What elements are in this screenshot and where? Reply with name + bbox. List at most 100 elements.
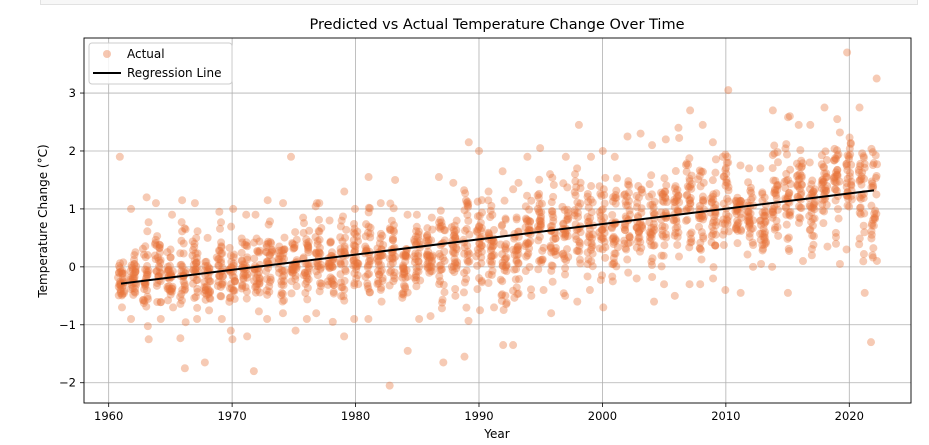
scatter-point — [784, 191, 793, 200]
scatter-point — [427, 236, 436, 245]
scatter-point — [682, 216, 691, 225]
scatter-point — [316, 279, 325, 288]
scatter-point — [797, 173, 806, 182]
scatter-point — [190, 239, 199, 248]
scatter-point — [834, 150, 843, 159]
scatter-point — [662, 233, 671, 242]
scatter-point — [657, 262, 666, 271]
scatter-point — [151, 238, 160, 247]
scatter-point — [487, 244, 496, 253]
scatter-point — [350, 314, 359, 323]
scatter-point — [731, 196, 740, 205]
scatter-point — [252, 234, 261, 243]
scatter-point — [217, 238, 226, 247]
scatter-point — [512, 213, 521, 222]
scatter-point — [164, 266, 173, 275]
scatter-point — [412, 227, 421, 236]
scatter-point — [867, 144, 876, 153]
scatter-point — [632, 243, 641, 252]
scatter-point — [188, 251, 197, 260]
scatter-point — [165, 285, 174, 294]
scatter-point — [304, 275, 313, 284]
scatter-point — [575, 241, 584, 250]
scatter-point — [743, 207, 752, 216]
scatter-point — [588, 249, 597, 258]
scatter-point — [350, 269, 359, 278]
scatter-point — [243, 242, 252, 251]
scatter-point — [573, 246, 582, 255]
scatter-point — [411, 271, 420, 280]
scatter-point — [386, 225, 394, 234]
scatter-point — [237, 234, 246, 243]
scatter-point — [733, 216, 742, 225]
scatter-point — [724, 186, 733, 195]
scatter-point — [116, 267, 125, 276]
scatter-point — [707, 238, 716, 247]
scatter-point — [292, 262, 301, 271]
scatter-point — [537, 258, 546, 267]
scatter-point — [291, 326, 300, 335]
scatter-point — [720, 172, 729, 181]
scatter-point — [595, 208, 604, 217]
scatter-point — [268, 257, 277, 266]
scatter-point — [637, 221, 646, 230]
scatter-point — [498, 261, 507, 270]
scatter-point — [756, 216, 765, 225]
scatter-point — [155, 263, 164, 272]
scatter-point — [797, 156, 806, 165]
scatter-point — [477, 247, 486, 256]
scatter-point — [473, 261, 482, 270]
scatter-point — [600, 213, 609, 222]
scatter-point — [451, 233, 460, 242]
scatter-point — [626, 210, 635, 219]
scatter-point — [464, 316, 473, 325]
scatter-point — [686, 106, 695, 115]
scatter-point — [460, 268, 469, 277]
scatter-point — [707, 231, 716, 240]
scatter-point — [721, 181, 730, 190]
scatter-point — [449, 248, 458, 257]
scatter-point — [807, 190, 816, 199]
scatter-point — [683, 215, 692, 224]
scatter-point — [537, 212, 546, 221]
scatter-point — [423, 231, 432, 240]
scatter-point — [810, 205, 819, 214]
y-axis-label: Temperature Change (°C) — [36, 144, 50, 298]
scatter-point — [291, 261, 300, 270]
scatter-point — [338, 283, 347, 292]
scatter-point — [302, 235, 311, 244]
scatter-point — [684, 160, 693, 169]
scatter-point — [563, 212, 572, 221]
scatter-point — [473, 212, 482, 221]
scatter-point — [685, 154, 694, 163]
scatter-point — [426, 267, 435, 276]
scatter-point — [412, 222, 421, 231]
scatter-point — [410, 252, 419, 261]
scatter-point — [535, 223, 544, 232]
scatter-point — [694, 211, 703, 220]
scatter-point — [858, 149, 867, 158]
scatter-point — [311, 202, 320, 211]
scatter-point — [684, 183, 693, 192]
scatter-point — [229, 286, 238, 295]
scatter-point — [243, 253, 252, 262]
scatter-point — [511, 275, 520, 284]
scatter-point — [571, 177, 580, 186]
scatter-point — [373, 254, 382, 263]
scatter-point — [769, 176, 778, 185]
scatter-point — [475, 306, 484, 315]
scatter-point — [609, 240, 618, 249]
scatter-point — [585, 286, 594, 295]
scatter-point — [402, 251, 411, 260]
scatter-point — [463, 251, 472, 260]
scatter-point — [745, 213, 754, 222]
scatter-point — [563, 232, 572, 241]
scatter-point — [462, 303, 471, 312]
scatter-point — [128, 263, 137, 272]
scatter-point — [305, 264, 314, 273]
x-axis-label: Year — [483, 427, 509, 441]
scatter-point — [512, 215, 521, 224]
scatter-point — [374, 257, 383, 266]
scatter-point — [463, 241, 472, 250]
scatter-point — [385, 281, 394, 290]
